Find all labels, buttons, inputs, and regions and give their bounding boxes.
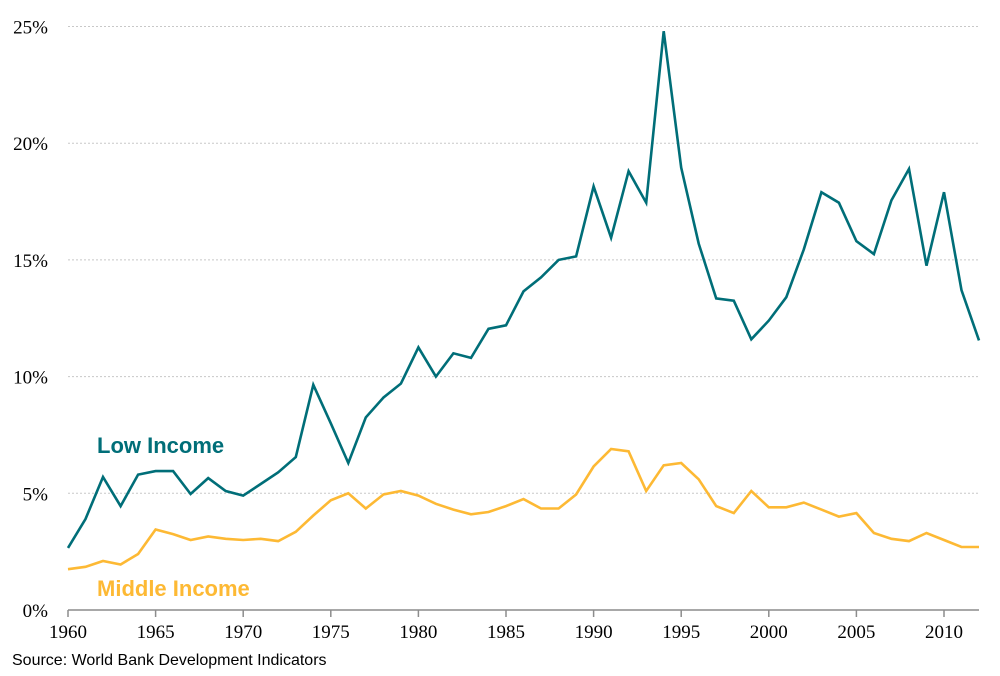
series-label-middle-income: Middle Income — [97, 576, 250, 601]
y-tick-label: 0% — [23, 601, 49, 622]
series-line-middle-income — [67, 447, 979, 571]
gridlines — [68, 26, 979, 494]
x-axis: 1960 1965 1970 1975 1980 1985 1990 1995 2000 2005… — [49, 610, 963, 643]
y-tick-label: 5% — [23, 484, 49, 505]
x-tick-label: 1965 — [137, 622, 175, 643]
y-axis: 0% 5% 10% 15% 20% 25% — [13, 18, 48, 623]
x-tick-label: 2010 — [925, 622, 963, 643]
x-tick-label: 2000 — [750, 622, 788, 643]
x-tick-label: 1995 — [662, 622, 700, 643]
x-tick-label: 1980 — [399, 622, 437, 643]
source-note: Source: World Bank Development Indicator… — [12, 652, 327, 669]
x-tick-label: 1990 — [575, 622, 613, 643]
y-tick-label: 15% — [13, 251, 48, 272]
y-tick-label: 25% — [13, 18, 48, 39]
y-tick-label: 20% — [13, 134, 48, 155]
x-tick-label: 1970 — [224, 622, 262, 643]
y-tick-label: 10% — [13, 368, 48, 389]
series-label-low-income: Low Income — [97, 433, 224, 458]
x-tick-label: 2005 — [837, 622, 875, 643]
x-tick-label: 1960 — [49, 622, 87, 643]
x-tick-label: 1975 — [312, 622, 350, 643]
x-tick-label: 1985 — [487, 622, 525, 643]
series-lines — [66, 31, 981, 571]
series-line-low-income — [66, 31, 981, 549]
